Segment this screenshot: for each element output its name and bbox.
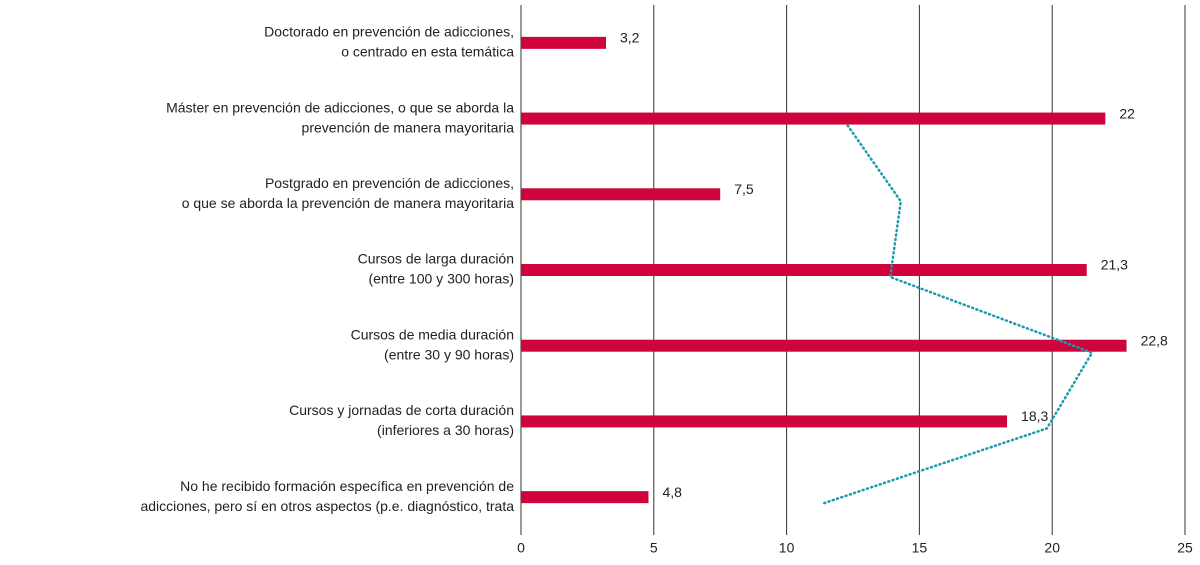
category-label: prevención de manera mayoritaria (302, 119, 515, 135)
value-label: 22 (1119, 105, 1135, 121)
x-tick-label: 25 (1177, 540, 1193, 556)
x-tick-label: 10 (779, 540, 795, 556)
x-tick-label: 5 (650, 540, 658, 556)
category-label: (inferiores a 30 horas) (377, 422, 514, 438)
bar (521, 339, 1127, 352)
value-label: 22,8 (1141, 332, 1168, 348)
category-label: Postgrado en prevención de adicciones, (265, 175, 514, 191)
value-label: 7,5 (734, 181, 754, 197)
category-label: Máster en prevención de adicciones, o qu… (166, 99, 514, 115)
value-label: 3,2 (620, 30, 640, 46)
category-label: (entre 30 y 90 horas) (384, 346, 514, 362)
line (819, 124, 1094, 506)
category-label: Doctorado en prevención de adicciones, (264, 24, 514, 40)
value-label: 18,3 (1021, 408, 1048, 424)
category-label: (entre 100 y 300 horas) (368, 271, 514, 287)
bar (521, 36, 606, 49)
value-label: 4,8 (662, 484, 682, 500)
category-label: Cursos de media duración (351, 326, 514, 342)
x-tick-label: 20 (1044, 540, 1060, 556)
bar (521, 415, 1008, 428)
category-label: Cursos y jornadas de corta duración (289, 402, 514, 418)
x-tick-label: 0 (517, 540, 525, 556)
bar (521, 188, 721, 201)
bar (521, 264, 1087, 276)
category-label: o centrado en esta temática (341, 44, 514, 60)
category-label: Cursos de larga duración (358, 251, 514, 267)
value-label: 21,3 (1101, 257, 1128, 273)
bar (521, 491, 649, 504)
bar (521, 112, 1106, 125)
category-label: No he recibido formación específica en p… (180, 478, 514, 494)
x-tick-label: 15 (912, 540, 928, 556)
category-label: o que se aborda la prevención de manera … (182, 195, 515, 211)
category-label: adicciones, pero sí en otros aspectos (p… (140, 498, 514, 514)
